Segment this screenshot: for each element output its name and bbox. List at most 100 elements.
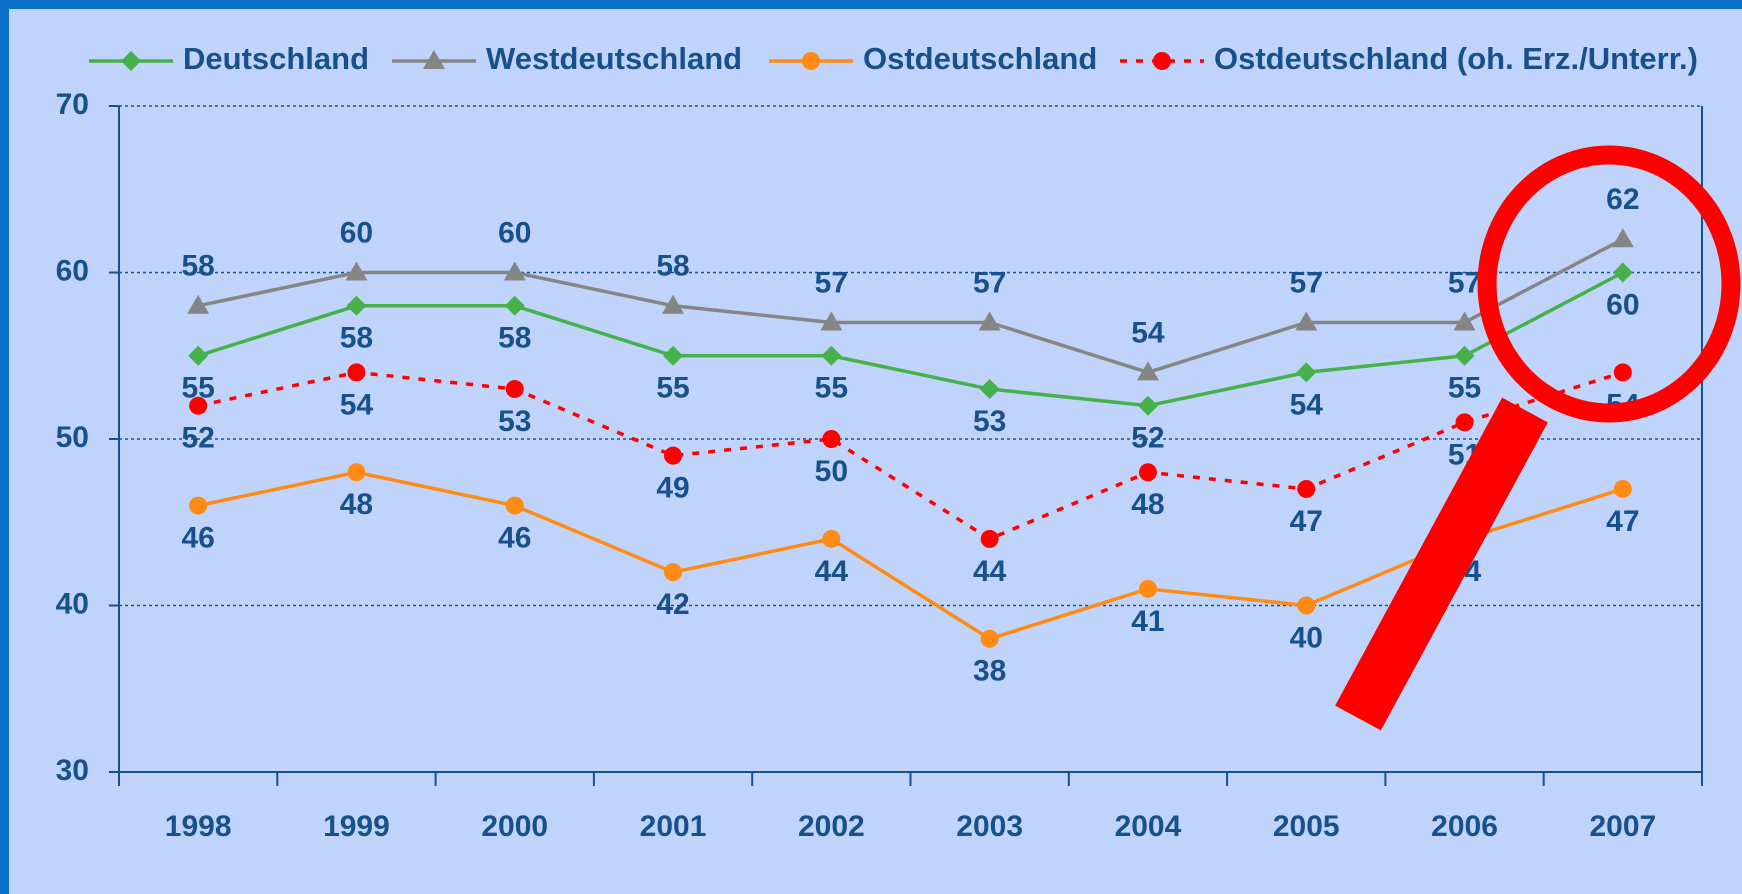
data-label: 58 <box>656 250 689 283</box>
marker <box>979 379 1000 400</box>
data-label: 46 <box>498 522 531 555</box>
y-tick-label: 50 <box>56 421 89 454</box>
marker <box>662 294 685 314</box>
x-tick-label: 1999 <box>323 810 390 843</box>
data-label: 57 <box>1290 266 1323 299</box>
marker <box>187 294 210 314</box>
data-label: 60 <box>340 216 373 249</box>
data-label: 44 <box>973 555 1007 588</box>
data-label: 52 <box>1131 422 1164 455</box>
marker <box>504 295 525 316</box>
marker <box>1138 579 1157 598</box>
marker <box>980 529 999 548</box>
data-label: 40 <box>1290 621 1323 654</box>
data-label: 38 <box>973 655 1006 688</box>
data-label: 57 <box>973 266 1006 299</box>
data-label: 50 <box>815 455 848 488</box>
marker <box>822 529 841 548</box>
series-line <box>197 270 1624 408</box>
highlight-bar <box>1335 397 1548 731</box>
marker <box>1613 479 1632 498</box>
legend-marker <box>121 51 141 71</box>
legend-marker <box>1153 52 1171 70</box>
legend-label: Ostdeutschland <box>863 41 1097 76</box>
data-label: 55 <box>656 372 689 405</box>
marker <box>189 496 208 515</box>
x-tick-label: 2007 <box>1589 810 1656 843</box>
x-tick-label: 2003 <box>956 810 1023 843</box>
x-tick-label: 2000 <box>481 810 548 843</box>
x-tick-label: 2005 <box>1273 810 1340 843</box>
marker <box>347 363 366 382</box>
marker <box>505 380 524 399</box>
legend-marker <box>802 52 820 70</box>
data-label: 47 <box>1606 505 1639 538</box>
data-label: 57 <box>1448 266 1481 299</box>
series-line <box>197 470 1624 641</box>
x-tick-label: 2001 <box>640 810 707 843</box>
data-label: 57 <box>815 266 848 299</box>
x-tick-label: 2004 <box>1115 810 1182 843</box>
y-tick-label: 40 <box>56 587 89 620</box>
x-tick-label: 2006 <box>1431 810 1498 843</box>
data-label: 48 <box>340 488 373 521</box>
marker <box>1296 362 1317 383</box>
series-line <box>197 370 1624 541</box>
legend-marker <box>423 50 445 69</box>
marker <box>663 345 684 366</box>
y-tick-label: 70 <box>56 88 89 121</box>
data-label: 47 <box>1290 505 1323 538</box>
data-label: 54 <box>340 388 374 421</box>
highlight-circle <box>1477 145 1741 423</box>
legend-label: Westdeutschland <box>486 41 742 76</box>
marker <box>664 446 683 465</box>
marker <box>505 496 524 515</box>
marker <box>189 396 208 415</box>
data-label: 42 <box>656 588 689 621</box>
data-label: 48 <box>1131 488 1164 521</box>
background <box>9 9 1742 894</box>
marker <box>1453 311 1476 331</box>
marker <box>1297 479 1316 498</box>
data-label: 58 <box>498 322 531 355</box>
x-tick-label: 2002 <box>798 810 865 843</box>
legend-label: Deutschland <box>183 41 369 76</box>
marker <box>347 463 366 482</box>
marker <box>820 311 843 331</box>
marker <box>503 261 526 281</box>
marker <box>1454 345 1475 366</box>
data-label: 58 <box>181 250 214 283</box>
y-tick-label: 30 <box>56 754 89 787</box>
marker <box>1137 395 1158 416</box>
marker <box>1612 262 1633 283</box>
data-label: 55 <box>815 372 848 405</box>
marker <box>822 430 841 448</box>
data-label: 49 <box>656 472 689 505</box>
marker <box>1455 413 1474 432</box>
data-label: 41 <box>1131 605 1164 638</box>
marker <box>980 629 999 648</box>
marker <box>346 295 367 316</box>
data-label: 44 <box>815 555 849 588</box>
data-label: 62 <box>1606 183 1639 216</box>
data-label: 54 <box>1131 316 1165 349</box>
data-label: 60 <box>498 216 531 249</box>
data-label: 58 <box>340 322 373 355</box>
data-label: 53 <box>973 405 1006 438</box>
marker <box>821 345 842 366</box>
marker <box>1138 463 1157 482</box>
marker <box>1611 228 1634 248</box>
marker <box>664 563 683 582</box>
data-label: 53 <box>498 405 531 438</box>
data-label: 46 <box>181 522 214 555</box>
y-tick-label: 60 <box>56 254 89 287</box>
marker <box>1295 311 1318 331</box>
marker <box>188 345 209 366</box>
data-label: 60 <box>1606 288 1639 321</box>
series-line <box>197 237 1624 375</box>
data-label: 52 <box>181 422 214 455</box>
marker <box>978 311 1001 331</box>
marker <box>345 261 368 281</box>
x-tick-label: 1998 <box>165 810 232 843</box>
